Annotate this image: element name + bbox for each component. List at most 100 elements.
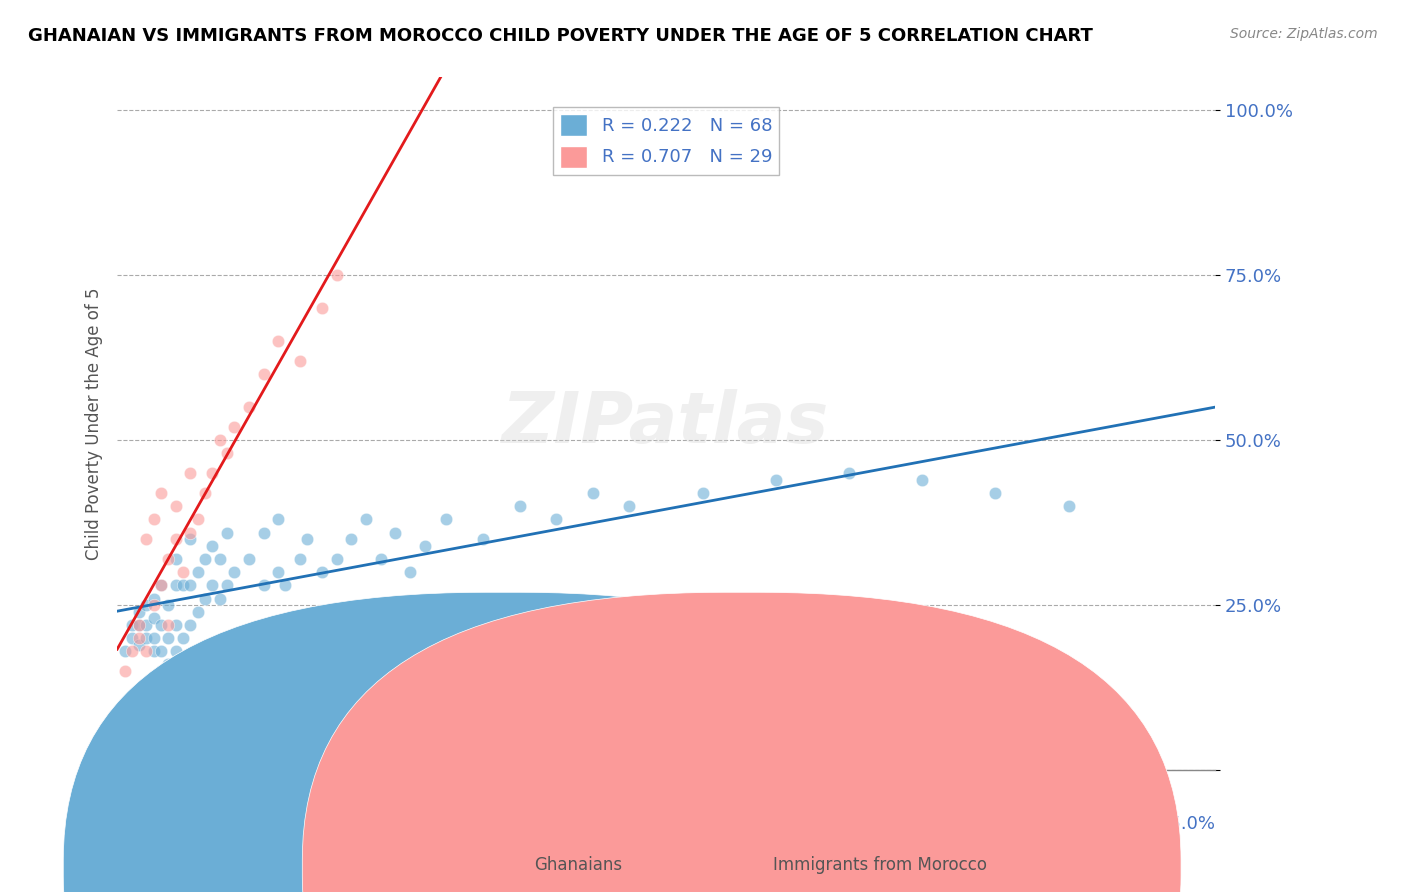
Point: [288, 552, 311, 566]
Text: Ghanaians: Ghanaians: [534, 855, 623, 873]
Point: [142, 598, 165, 612]
Point: [252, 368, 274, 382]
Point: [472, 532, 495, 546]
Point: [150, 578, 173, 592]
Point: [150, 618, 173, 632]
Point: [413, 539, 436, 553]
Point: [165, 552, 187, 566]
Point: [128, 618, 150, 632]
Point: [179, 466, 201, 480]
Point: [582, 486, 605, 500]
Point: [201, 578, 224, 592]
Point: [311, 301, 333, 316]
Point: [187, 512, 209, 526]
Point: [172, 578, 194, 592]
Point: [194, 486, 217, 500]
Point: [238, 401, 260, 415]
Point: [142, 512, 165, 526]
Point: [165, 578, 187, 592]
Point: [546, 512, 568, 526]
Point: [354, 512, 377, 526]
Point: [128, 631, 150, 645]
Point: [208, 591, 231, 606]
Point: [399, 565, 422, 579]
Point: [172, 565, 194, 579]
Point: [194, 591, 217, 606]
Point: [114, 644, 136, 658]
Point: [370, 552, 392, 566]
Point: [157, 618, 180, 632]
Point: [187, 605, 209, 619]
Point: [201, 539, 224, 553]
Point: [150, 578, 173, 592]
Text: Source: ZipAtlas.com: Source: ZipAtlas.com: [1230, 27, 1378, 41]
Y-axis label: Child Poverty Under the Age of 5: Child Poverty Under the Age of 5: [86, 287, 103, 560]
Point: [135, 532, 157, 546]
Point: [267, 334, 290, 349]
Point: [765, 473, 787, 487]
Point: [121, 631, 143, 645]
Point: [135, 644, 157, 658]
Point: [288, 354, 311, 368]
Point: [238, 552, 260, 566]
Point: [165, 499, 187, 513]
Point: [179, 525, 201, 540]
Point: [121, 618, 143, 632]
Point: [165, 618, 187, 632]
Point: [208, 552, 231, 566]
Text: 15.0%: 15.0%: [1159, 815, 1215, 833]
Point: [509, 499, 531, 513]
Point: [224, 565, 246, 579]
Point: [911, 473, 934, 487]
Text: Immigrants from Morocco: Immigrants from Morocco: [773, 855, 987, 873]
Point: [267, 512, 290, 526]
Point: [150, 486, 173, 500]
Point: [215, 446, 238, 460]
Point: [128, 638, 150, 652]
Point: [384, 525, 406, 540]
Point: [340, 532, 363, 546]
Point: [838, 466, 860, 480]
Text: ZIPatlas: ZIPatlas: [502, 389, 830, 458]
Point: [142, 611, 165, 625]
Point: [325, 268, 347, 283]
Point: [128, 618, 150, 632]
Point: [1057, 499, 1080, 513]
Point: [157, 631, 180, 645]
Point: [142, 591, 165, 606]
Text: GHANAIAN VS IMMIGRANTS FROM MOROCCO CHILD POVERTY UNDER THE AGE OF 5 CORRELATION: GHANAIAN VS IMMIGRANTS FROM MOROCCO CHIL…: [28, 27, 1092, 45]
Point: [157, 598, 180, 612]
Point: [436, 512, 458, 526]
Point: [150, 664, 173, 678]
Point: [619, 499, 641, 513]
Text: 0.0%: 0.0%: [117, 815, 163, 833]
Point: [984, 486, 1007, 500]
Point: [142, 631, 165, 645]
Point: [224, 420, 246, 434]
Point: [274, 578, 297, 592]
Point: [172, 631, 194, 645]
Point: [215, 525, 238, 540]
Point: [179, 578, 201, 592]
Legend: R = 0.222   N = 68, R = 0.707   N = 29: R = 0.222 N = 68, R = 0.707 N = 29: [553, 107, 779, 175]
Point: [179, 532, 201, 546]
Point: [194, 552, 217, 566]
Point: [297, 532, 319, 546]
Point: [179, 618, 201, 632]
Point: [208, 434, 231, 448]
Point: [135, 618, 157, 632]
Point: [165, 532, 187, 546]
Point: [311, 565, 333, 579]
Point: [135, 598, 157, 612]
Point: [142, 644, 165, 658]
Point: [135, 631, 157, 645]
Point: [252, 578, 274, 592]
Point: [165, 644, 187, 658]
Point: [187, 565, 209, 579]
Point: [325, 552, 347, 566]
Point: [692, 486, 714, 500]
Point: [157, 552, 180, 566]
Point: [128, 605, 150, 619]
Point: [215, 578, 238, 592]
Point: [114, 664, 136, 678]
